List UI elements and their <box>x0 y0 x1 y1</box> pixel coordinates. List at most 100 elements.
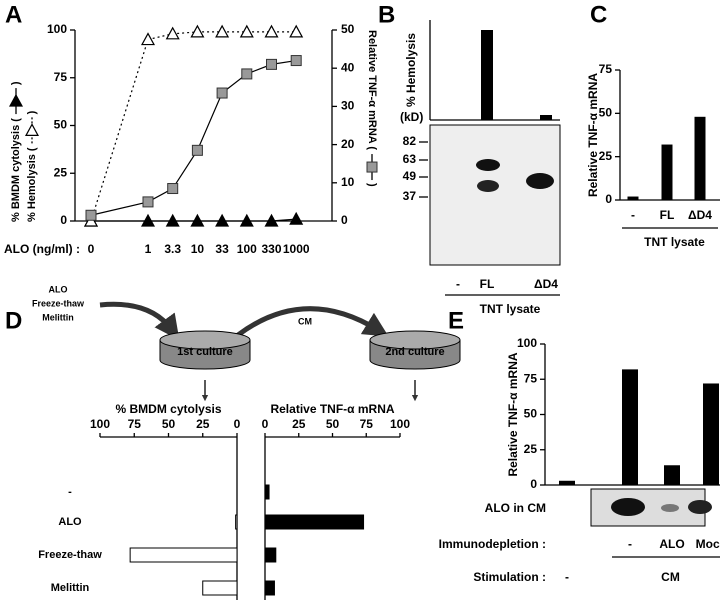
marker <box>239 213 254 227</box>
marker <box>190 213 205 227</box>
marker <box>216 87 228 99</box>
stimulation-label: CM <box>661 570 680 584</box>
culture-label: 1st culture <box>177 346 233 358</box>
y-tick-label: 0 <box>530 477 537 491</box>
marker <box>264 24 279 38</box>
x-tick-label: Mock <box>696 537 720 551</box>
x-tick-label: 0 <box>88 242 95 256</box>
bar <box>264 514 365 530</box>
legend-symbol <box>8 93 24 107</box>
x-tick-label: ALO <box>659 537 684 551</box>
y-tick-label: 75 <box>599 62 613 76</box>
marker <box>215 213 230 227</box>
mw-marker: 37 <box>403 189 417 203</box>
axis-label: % Hemolysis ( <box>26 147 38 222</box>
axis-label: % BMDM cytolysis ( <box>10 118 22 222</box>
y-tick-label: 25 <box>599 149 613 163</box>
marker <box>167 183 179 195</box>
category-label: ALO <box>58 516 82 528</box>
y-tick-label: 75 <box>54 70 68 84</box>
bar <box>481 30 493 120</box>
bar <box>664 465 680 485</box>
x-axis-label: ALO (ng/ml) : <box>4 242 80 256</box>
axis-label: ) <box>26 110 38 114</box>
x-tick-label: 100 <box>90 417 110 431</box>
bar <box>129 547 238 563</box>
y-axis-label: Relative TNF-α mRNA <box>586 73 600 197</box>
group-label: TNT lysate <box>644 235 705 249</box>
x-tick-label: 100 <box>237 242 257 256</box>
marker <box>165 213 180 227</box>
input-label: Melittin <box>42 312 74 322</box>
y2-tick-label: 10 <box>341 175 355 189</box>
y2-tick-label: 40 <box>341 60 355 74</box>
marker <box>165 26 180 40</box>
x-tick-label: - <box>631 208 635 222</box>
marker <box>289 211 304 225</box>
legend-symbol <box>24 123 40 137</box>
marker <box>239 24 254 38</box>
bar <box>622 369 638 485</box>
input-label: Freeze-thaw <box>32 298 85 308</box>
series-line <box>90 59 297 216</box>
x-tick-label: 25 <box>292 417 306 431</box>
mw-marker: 63 <box>403 152 417 166</box>
bar <box>627 196 639 200</box>
x-tick-label: - <box>456 277 460 291</box>
blot-band <box>611 498 645 516</box>
bar <box>264 547 277 563</box>
y2-tick-label: 0 <box>341 213 348 227</box>
y-tick-label: 50 <box>524 407 538 421</box>
blot-band <box>688 500 712 514</box>
panel-letter: E <box>448 307 464 334</box>
culture-dish <box>369 330 461 370</box>
marker <box>215 24 230 38</box>
input-label: ALO <box>49 284 68 294</box>
row-label: Immunodepletion : <box>439 537 546 551</box>
x-tick-label: 330 <box>261 242 281 256</box>
marker <box>190 24 205 38</box>
y-axis-label: Relative TNF-α mRNA <box>506 352 520 476</box>
x-tick-label: 3.3 <box>164 242 181 256</box>
marker <box>140 32 156 46</box>
y2-tick-label: 20 <box>341 137 355 151</box>
arrow <box>236 306 389 338</box>
x-tick-label: 25 <box>196 417 210 431</box>
panel-letter: C <box>590 1 607 28</box>
y2-tick-label: 50 <box>341 22 355 36</box>
panel-letter: D <box>5 307 22 334</box>
series-line <box>90 31 297 222</box>
category-label: Freeze-thaw <box>38 549 102 561</box>
category-label: - <box>68 486 72 498</box>
chart-title: % BMDM cytolysis <box>115 402 221 416</box>
x-tick-label: 0 <box>234 417 241 431</box>
y-tick-label: 50 <box>54 118 68 132</box>
x-tick-label: 50 <box>162 417 176 431</box>
x-tick-label: 0 <box>262 417 269 431</box>
x-tick-label: 1 <box>145 242 152 256</box>
blot-band <box>476 159 500 171</box>
x-tick-label: 100 <box>390 417 410 431</box>
y-tick-label: 50 <box>599 106 613 120</box>
series-line <box>91 218 297 222</box>
bar <box>264 580 275 596</box>
y2-tick-label: 30 <box>341 99 355 113</box>
mw-marker: 49 <box>403 169 417 183</box>
y-tick-label: 100 <box>47 22 67 36</box>
y-tick-label: 25 <box>54 165 68 179</box>
x-tick-label: 75 <box>128 417 142 431</box>
group-label: TNT lysate <box>480 302 541 316</box>
x-tick-label: ΔD4 <box>688 208 712 222</box>
marker <box>85 209 97 221</box>
mw-marker: 82 <box>403 134 417 148</box>
x-tick-label: ΔD4 <box>534 277 558 291</box>
y-tick-label: 0 <box>60 213 67 227</box>
category-label: Melittin <box>51 582 90 594</box>
bar <box>202 580 238 596</box>
marker <box>266 58 277 70</box>
bar <box>559 480 575 485</box>
x-tick-label: 10 <box>191 242 205 256</box>
transfer-label: CM <box>298 316 312 326</box>
blot-label: ALO in CM <box>485 501 546 515</box>
